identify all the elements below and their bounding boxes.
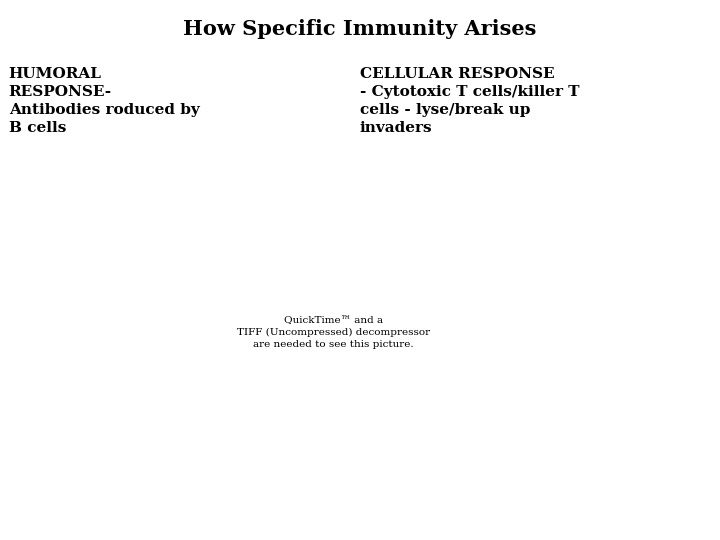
Text: CELLULAR RESPONSE
- Cytotoxic T cells/killer T
cells - lyse/break up
invaders: CELLULAR RESPONSE - Cytotoxic T cells/ki…: [360, 68, 580, 135]
Text: HUMORAL
RESPONSE-
Antibodies roduced by
B cells: HUMORAL RESPONSE- Antibodies roduced by …: [9, 68, 199, 135]
Text: QuickTime™ and a
TIFF (Uncompressed) decompressor
are needed to see this picture: QuickTime™ and a TIFF (Uncompressed) dec…: [237, 316, 430, 349]
Text: How Specific Immunity Arises: How Specific Immunity Arises: [184, 19, 536, 39]
